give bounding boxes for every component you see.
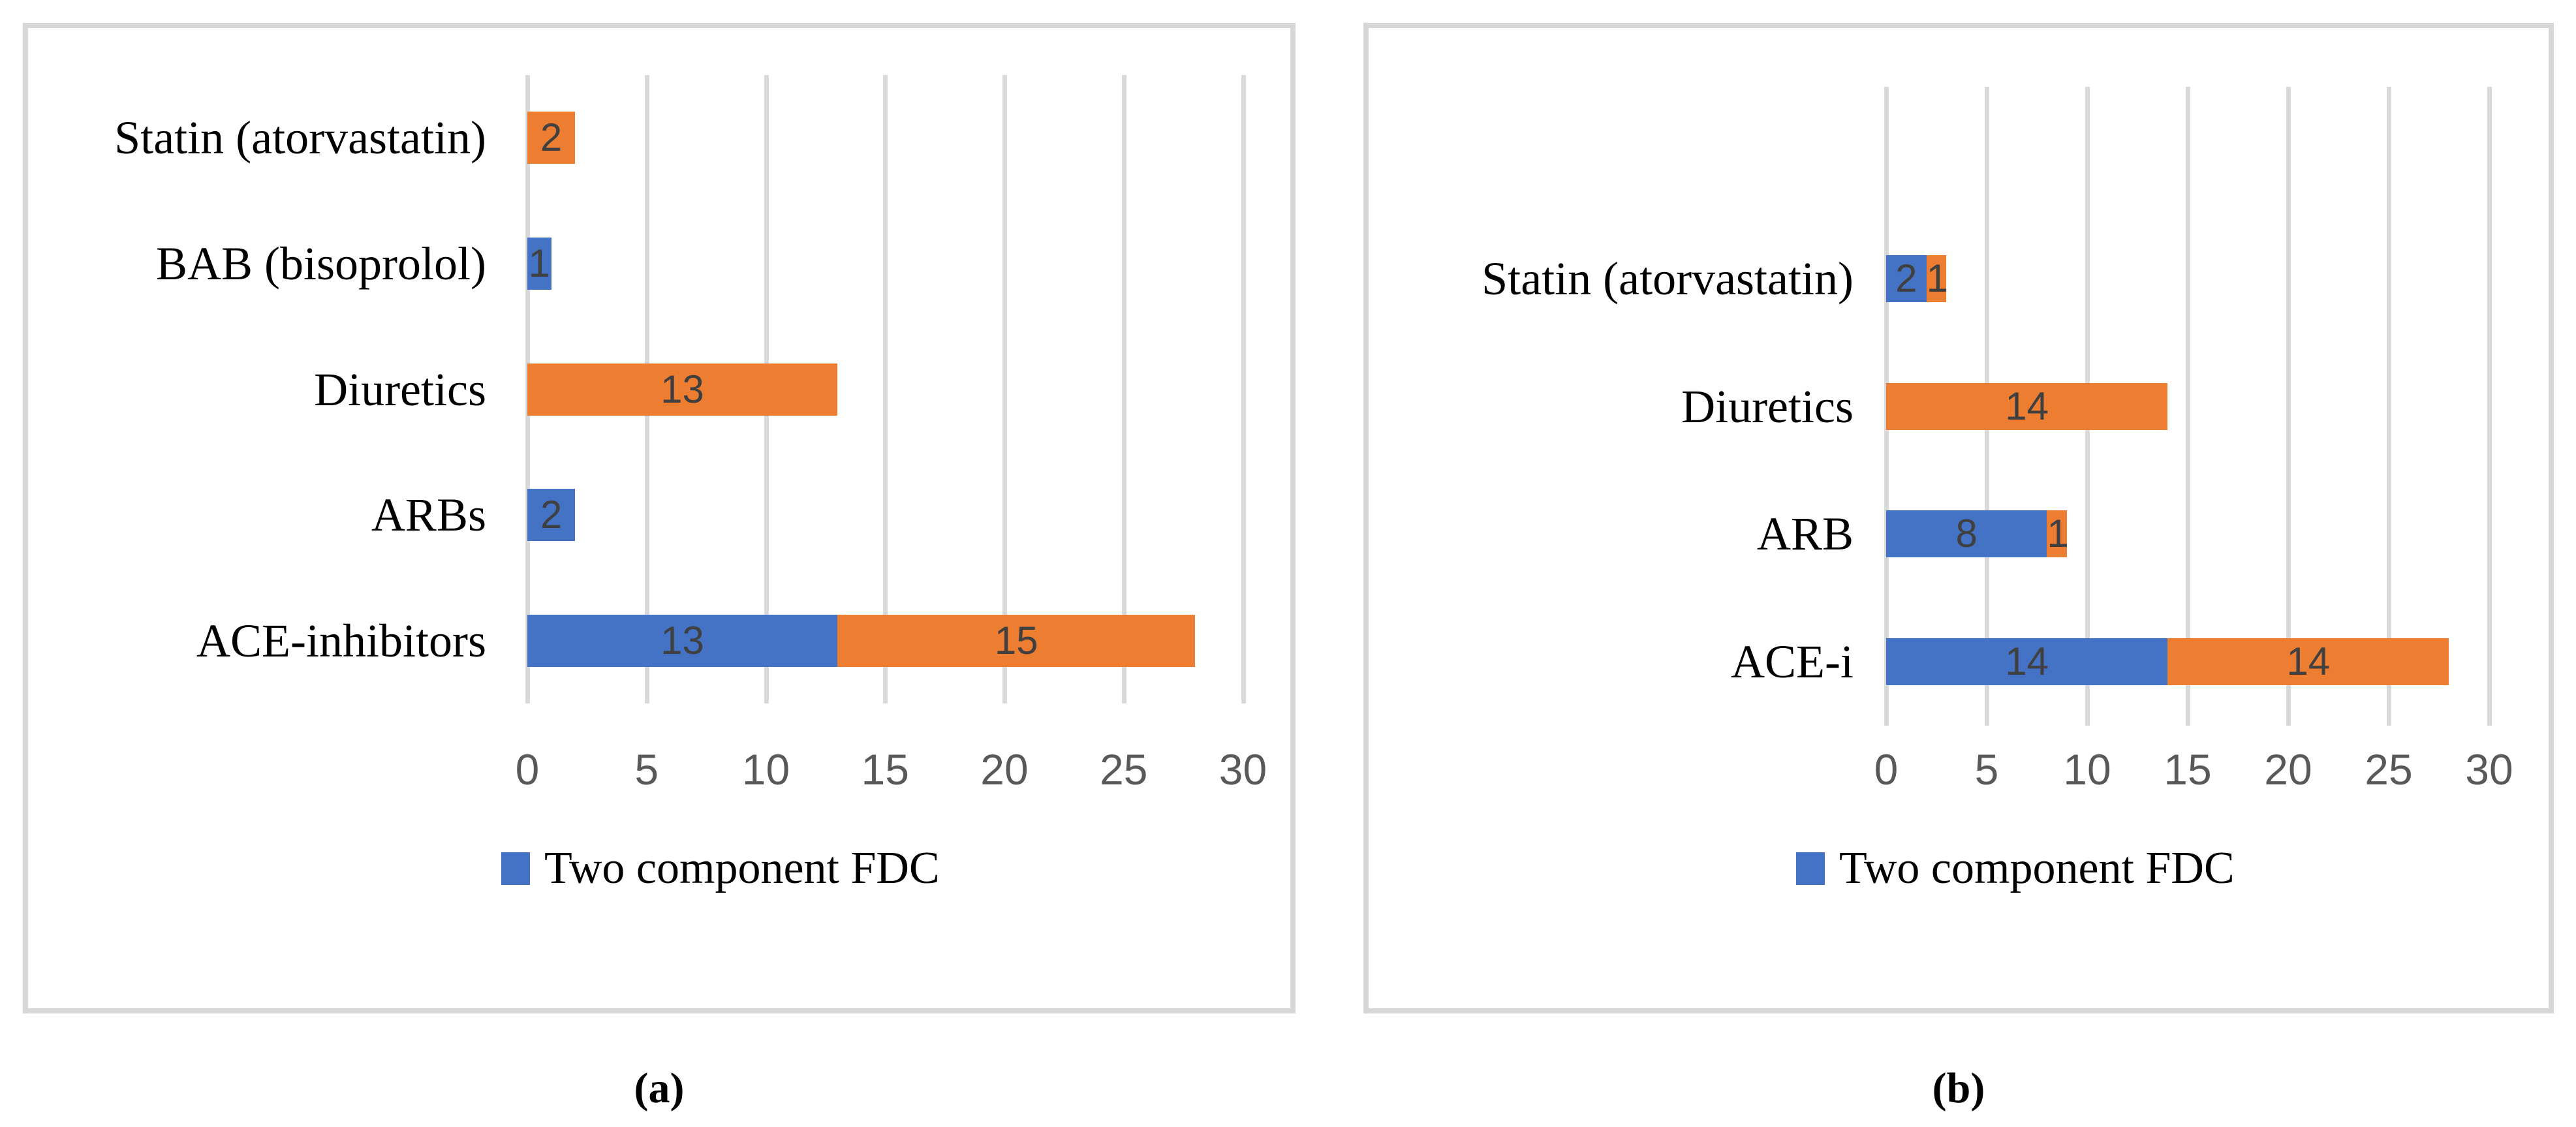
panel-caption-b: (b) xyxy=(1932,1064,1985,1112)
legend: Two component FDC xyxy=(1796,846,2235,891)
x-tick-label: 15 xyxy=(861,745,909,794)
category-label: Statin (atorvastatin) xyxy=(1482,252,1854,305)
x-tick-label: 10 xyxy=(2063,745,2111,794)
x-tick-label: 0 xyxy=(1874,745,1899,794)
figure-panel-b: 0 5 10 15 20 25 30 Statin (atorvastatin) 2 1 Diure… xyxy=(1363,23,2554,1013)
plot-gridline xyxy=(1121,75,1126,703)
bar-segment xyxy=(527,489,576,542)
x-tick-label: 15 xyxy=(2164,745,2212,794)
plot-gridline xyxy=(1002,75,1007,703)
plot-gridline xyxy=(2186,87,2190,726)
legend-label: Two component FDC xyxy=(1839,843,2235,893)
x-tick-label: 0 xyxy=(515,745,540,794)
bar-segment xyxy=(1926,255,1947,302)
bar-value-label: 14 xyxy=(2005,640,2049,684)
x-tick-label: 5 xyxy=(1974,745,1999,794)
legend-marker xyxy=(1796,852,1825,885)
bar-segment xyxy=(527,112,576,164)
bar-segment xyxy=(2047,510,2068,558)
x-tick-label: 20 xyxy=(980,745,1029,794)
category-label: BAB (bisoprolol) xyxy=(155,237,486,290)
category-label: Diuretics xyxy=(1681,380,1854,433)
x-tick-label: 20 xyxy=(2264,745,2312,794)
bar-value-label: 14 xyxy=(2286,640,2331,684)
bar-value-label: 2 xyxy=(1895,256,1917,300)
bar-value-label: 2 xyxy=(540,493,563,537)
plot-gridline xyxy=(2286,87,2291,726)
plot-gridline xyxy=(2387,87,2391,726)
category-label: ARB xyxy=(1756,508,1854,561)
x-tick-label: 25 xyxy=(1100,745,1148,794)
bar-segment xyxy=(1886,255,1927,302)
bar-value-label: 8 xyxy=(1955,512,1978,556)
category-label: Diuretics xyxy=(314,363,486,416)
x-tick-label: 30 xyxy=(2465,745,2513,794)
bar-value-label: 15 xyxy=(994,618,1038,662)
legend: Two component FDC xyxy=(501,846,940,891)
bar-value-label: 1 xyxy=(528,241,550,285)
bar-segment xyxy=(2167,638,2449,686)
plot-gridline xyxy=(883,75,888,703)
legend-marker xyxy=(501,852,530,885)
bar-segment xyxy=(527,363,838,416)
bar-value-label: 13 xyxy=(660,618,704,662)
bar-segment xyxy=(1886,382,2168,430)
bar-value-label: 2 xyxy=(540,116,563,160)
bar-segment xyxy=(1886,510,2047,558)
x-tick-label: 30 xyxy=(1218,745,1267,794)
bar-value-label: 13 xyxy=(660,367,704,411)
legend-label: Two component FDC xyxy=(544,843,940,893)
bar-segment xyxy=(1886,638,2168,686)
figure-panel-a: 0 5 10 15 20 25 30 Statin (atorvastatin) 2 BAB (b… xyxy=(23,23,1296,1013)
x-tick-label: 5 xyxy=(634,745,659,794)
x-tick-label: 25 xyxy=(2365,745,2413,794)
bar-segment xyxy=(837,614,1196,667)
bar-value-label: 14 xyxy=(2005,384,2049,428)
category-label: ACE-inhibitors xyxy=(196,614,486,667)
bar-segment xyxy=(527,614,838,667)
bar-value-label: 1 xyxy=(1926,256,1948,300)
category-label: ARBs xyxy=(371,489,486,542)
plot-gridline xyxy=(2487,87,2492,726)
panel-caption-a: (a) xyxy=(634,1064,685,1112)
bar-segment xyxy=(527,237,551,290)
bar-value-label: 1 xyxy=(2047,512,2069,556)
category-label: ACE-i xyxy=(1731,636,1854,688)
plot-gridline xyxy=(1241,75,1246,703)
category-label: Statin (atorvastatin) xyxy=(114,112,486,164)
x-tick-label: 10 xyxy=(741,745,790,794)
